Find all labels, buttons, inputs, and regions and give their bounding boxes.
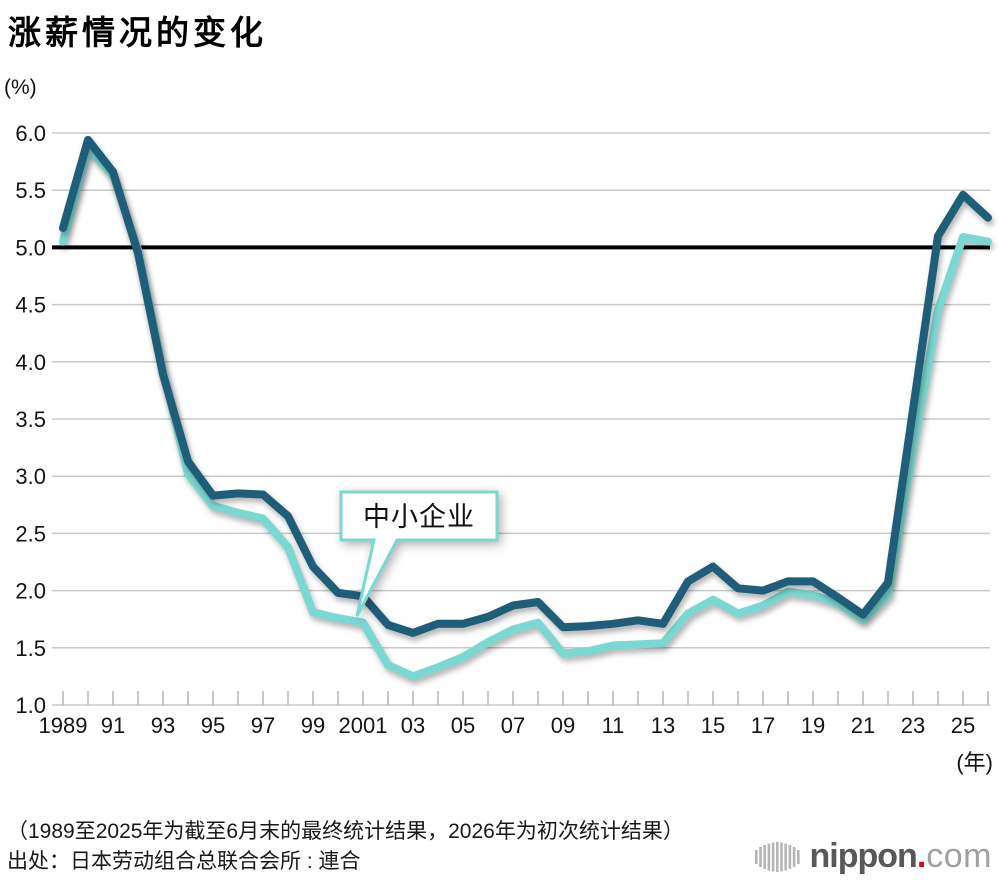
nippon-logo-wordmark: nippon. com [810,837,992,876]
x-axis-label: 13 [651,713,675,738]
x-axis-label: 97 [251,713,275,738]
callout-bubble [339,490,499,617]
y-axis-label: 2.0 [15,579,46,604]
page-title: 涨薪情况的变化 [8,14,267,51]
x-axis-label: 19 [801,713,825,738]
x-axis-label: 93 [151,713,175,738]
x-axis-label: 23 [901,713,925,738]
y-axis-label: 6.0 [15,121,46,146]
x-axis-label: 91 [101,713,125,738]
x-axis-unit-label: (年) [956,750,993,775]
x-axis-label: 25 [951,713,975,738]
soundwave-icon [754,841,800,872]
x-axis-label: 2001 [339,713,388,738]
caption-block: （1989至2025年为截至6月末的最终统计结果，2026年为初次统计结果） 出… [7,817,684,877]
sme-series-line [59,143,992,681]
y-axis-label: 5.5 [15,178,46,203]
x-axis-label: 07 [501,713,525,738]
logo-name-text: nippon [809,837,918,875]
y-axis-label: 5.0 [15,235,46,260]
nippon-logo: nippon. com [754,837,992,876]
y-axis-label: 3.0 [15,464,46,489]
sme-callout: 中小企业 [339,490,499,617]
x-axis-label: 21 [851,713,875,738]
x-axis-label: 95 [201,713,225,738]
x-axis-label: 17 [751,713,775,738]
source-note: 出处：日本劳动组合总联合会所 : 連合 [7,850,361,873]
x-axis-label: 11 [602,713,625,738]
y-axis-label: 2.5 [15,521,46,546]
x-axis-label: 09 [551,713,575,738]
x-axis-label: 05 [451,713,475,738]
y-axis-label: 4.0 [15,350,46,375]
callout-label: 中小企业 [363,502,475,532]
footnote: （1989至2025年为截至6月末的最终统计结果，2026年为初次统计结果） [7,820,684,843]
y-axis-label: 4.5 [15,293,46,318]
y-axis-label: 1.5 [15,636,46,661]
logo-red-dot: . [916,837,927,875]
y-axis-label: 1.0 [15,693,46,718]
overall-series-line [59,135,992,637]
x-axis-label: 99 [301,713,325,738]
y-axis-unit-label: (%) [4,76,37,99]
x-axis-label: 03 [401,713,425,738]
x-axis-label: 1989 [39,713,88,738]
x-axis-label: 15 [701,713,725,738]
y-axis-label: 3.5 [15,407,46,432]
logo-domain-text: com [926,837,992,875]
